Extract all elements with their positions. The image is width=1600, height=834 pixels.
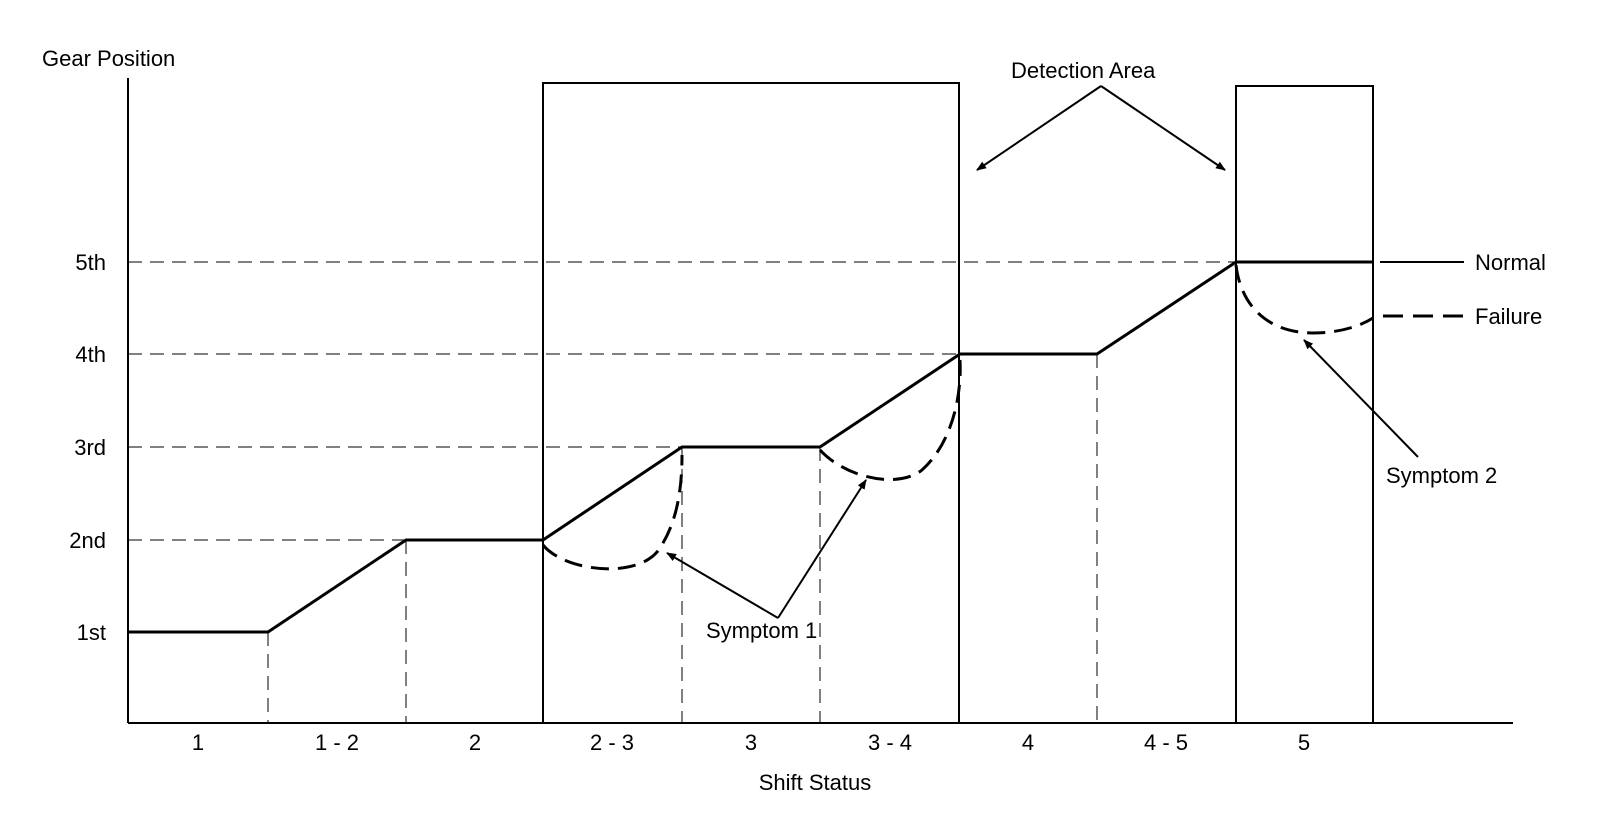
gear-label-1st: 1st <box>77 620 106 645</box>
detection-area-box-2 <box>1235 85 1374 724</box>
legend-normal-label: Normal <box>1475 250 1546 275</box>
shift-label-5: 5 <box>1298 730 1310 755</box>
shift-labels: 1 1 - 2 2 2 - 3 3 3 - 4 4 4 - 5 5 <box>192 730 1310 755</box>
shift-label-3-4: 3 - 4 <box>868 730 912 755</box>
gear-label-5th: 5th <box>75 250 106 275</box>
shift-separators <box>267 354 1098 723</box>
detection-arrow-left <box>976 85 1102 171</box>
detection-arrow-right <box>1100 85 1226 171</box>
symptom2-arrow <box>1303 339 1419 458</box>
failure-curve-23 <box>541 454 684 571</box>
shift-label-4: 4 <box>1022 730 1034 755</box>
shift-label-4-5: 4 - 5 <box>1144 730 1188 755</box>
gear-labels: 1st 2nd 3rd 4th 5th <box>69 250 106 645</box>
shift-label-1-2: 1 - 2 <box>315 730 359 755</box>
detection-area-label: Detection Area <box>1011 58 1156 83</box>
gear-label-2nd: 2nd <box>69 528 106 553</box>
symptom-1-label: Symptom 1 <box>706 618 817 643</box>
shift-label-2-3: 2 - 3 <box>590 730 634 755</box>
annotation-arrows <box>666 85 1419 619</box>
symptom-2-label: Symptom 2 <box>1386 463 1497 488</box>
normal-curve <box>128 260 1373 634</box>
y-axis-title: Gear Position <box>42 46 175 71</box>
gear-gridlines <box>128 261 1430 541</box>
failure-curve-34 <box>818 359 962 481</box>
symptom1-arrow-right <box>777 479 867 619</box>
shift-label-3: 3 <box>745 730 757 755</box>
symptom1-arrow-left <box>666 552 779 619</box>
x-axis-title: Shift Status <box>759 770 872 795</box>
shift-label-2: 2 <box>469 730 481 755</box>
gear-label-4th: 4th <box>75 342 106 367</box>
shift-label-1: 1 <box>192 730 204 755</box>
failure-curves <box>541 264 1374 571</box>
detection-area-box-1 <box>542 82 960 724</box>
gear-label-3rd: 3rd <box>74 435 106 460</box>
failure-curve-5 <box>1234 264 1374 335</box>
legend-failure-label: Failure <box>1475 304 1542 329</box>
